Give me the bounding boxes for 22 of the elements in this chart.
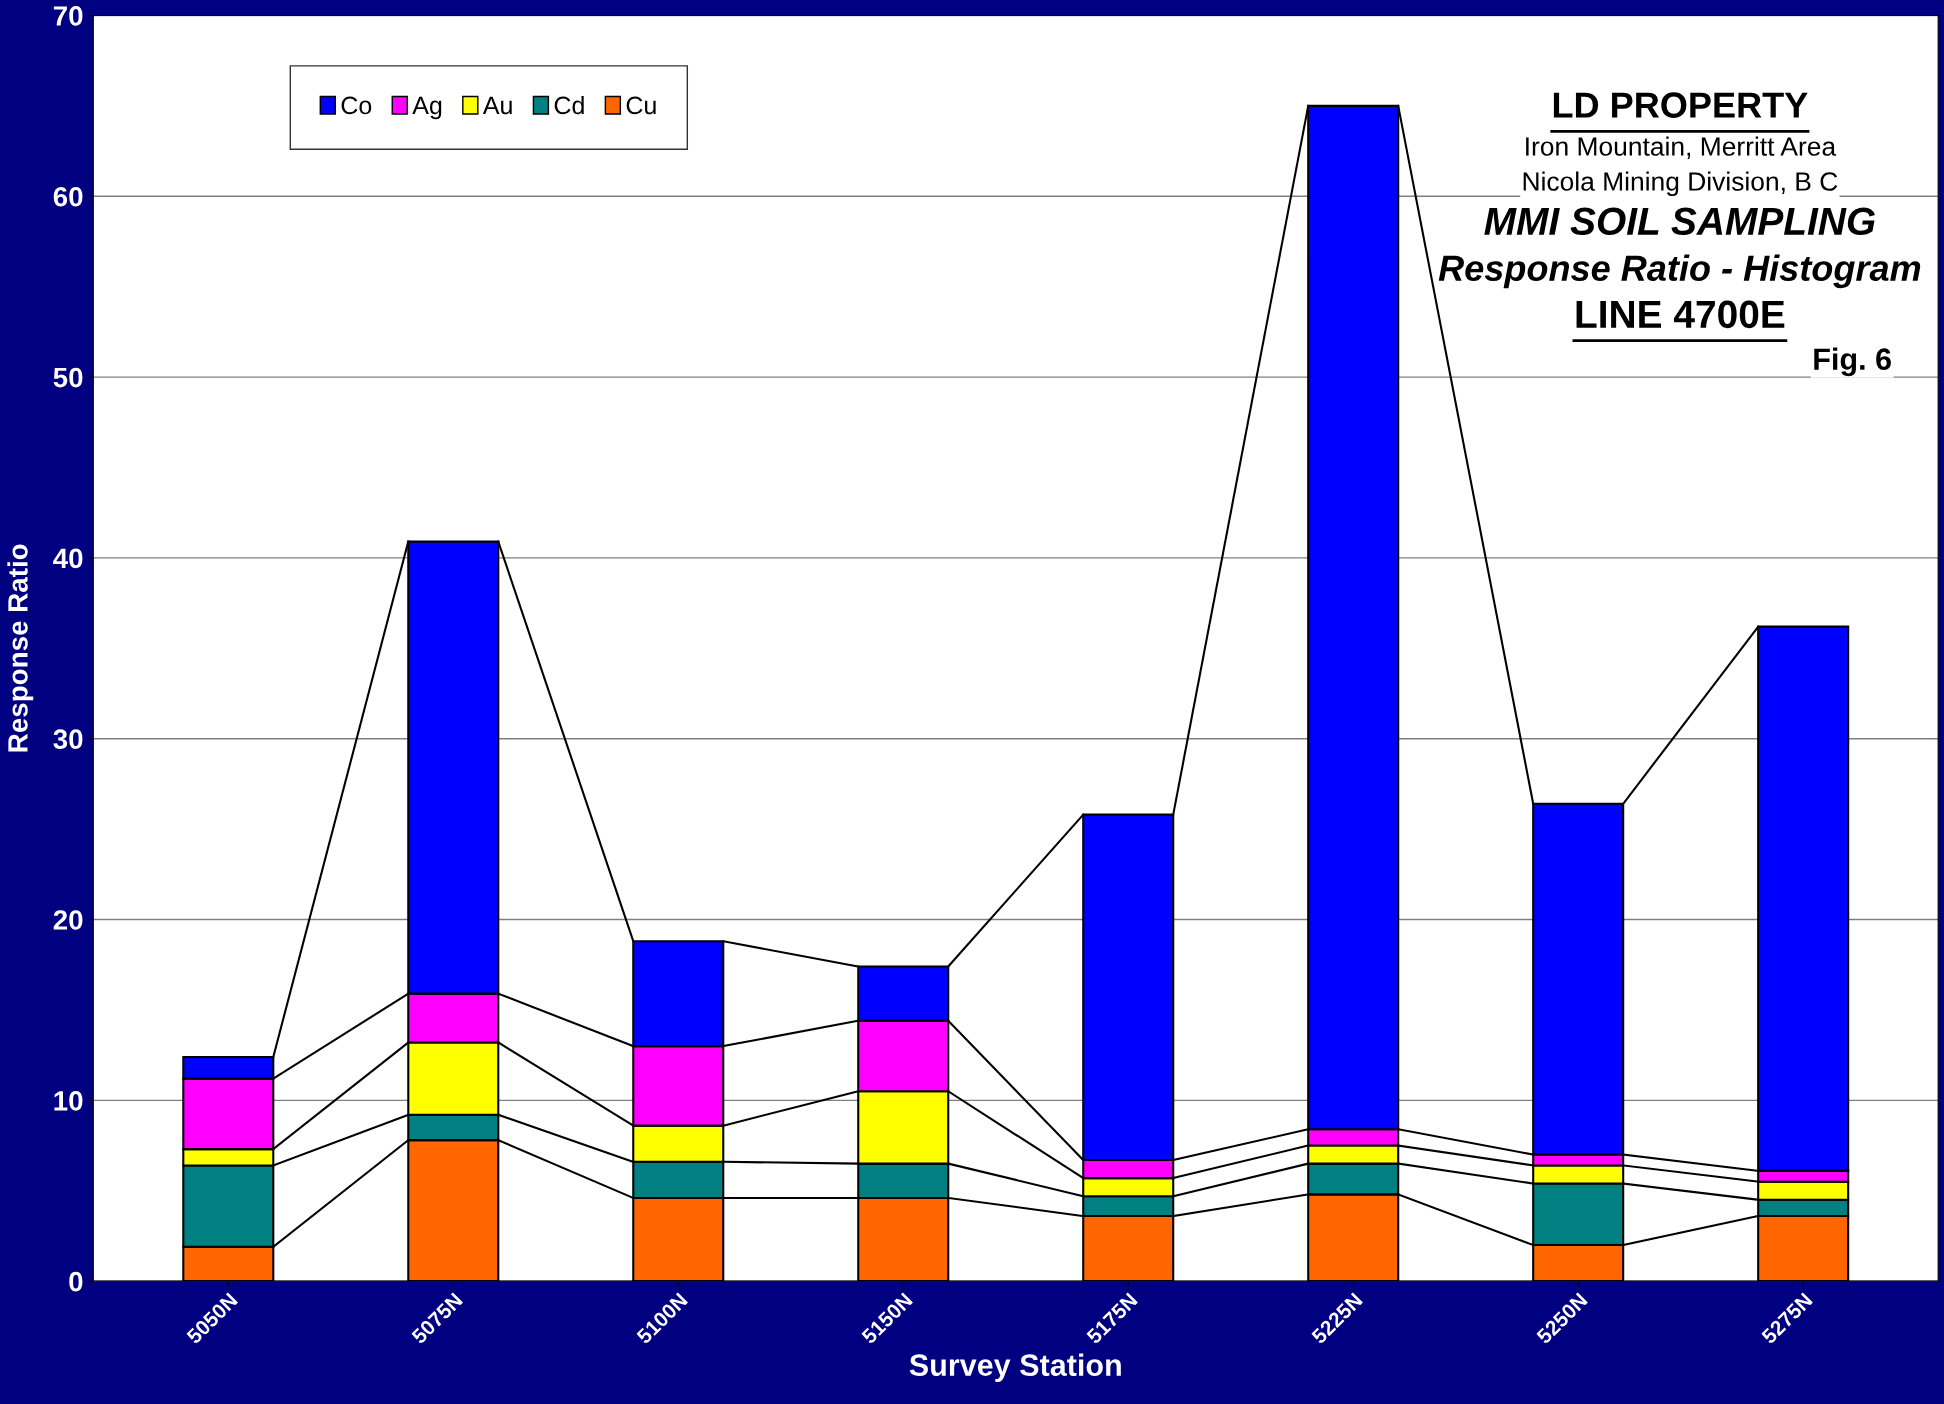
legend-label: Cd	[554, 95, 584, 115]
y-tick-label: 60	[53, 186, 83, 207]
legend-label: Au	[482, 96, 512, 115]
annotation: LD PROPERTY	[1553, 92, 1808, 118]
y-tick-label: 70	[53, 6, 83, 26]
y-tick-label: 10	[54, 1091, 83, 1111]
annotation: Response Ratio - Histogram	[1438, 254, 1921, 289]
y-tick-label: 50	[53, 367, 83, 388]
annotation: Fig. 6	[1814, 347, 1891, 377]
annotation: Iron Mountain, Merritt Area	[1526, 136, 1837, 159]
y-axis-title: Response Ratio	[7, 544, 34, 752]
annotation: LINE 4700E	[1576, 300, 1785, 329]
y-tick-label: 20	[53, 910, 83, 930]
x-axis-title: Survey Station	[909, 1353, 1121, 1383]
legend-label: Co	[341, 96, 372, 115]
y-tick-label: 40	[53, 548, 83, 569]
legend-label: Ag	[412, 96, 442, 120]
y-tick-label: 0	[69, 1271, 83, 1292]
annotation: MMI SOIL SAMPLING	[1484, 207, 1875, 236]
legend-label: Cu	[626, 96, 656, 115]
y-tick-label: 30	[53, 729, 83, 750]
annotation: Nicola Mining Division, B C	[1523, 171, 1838, 197]
